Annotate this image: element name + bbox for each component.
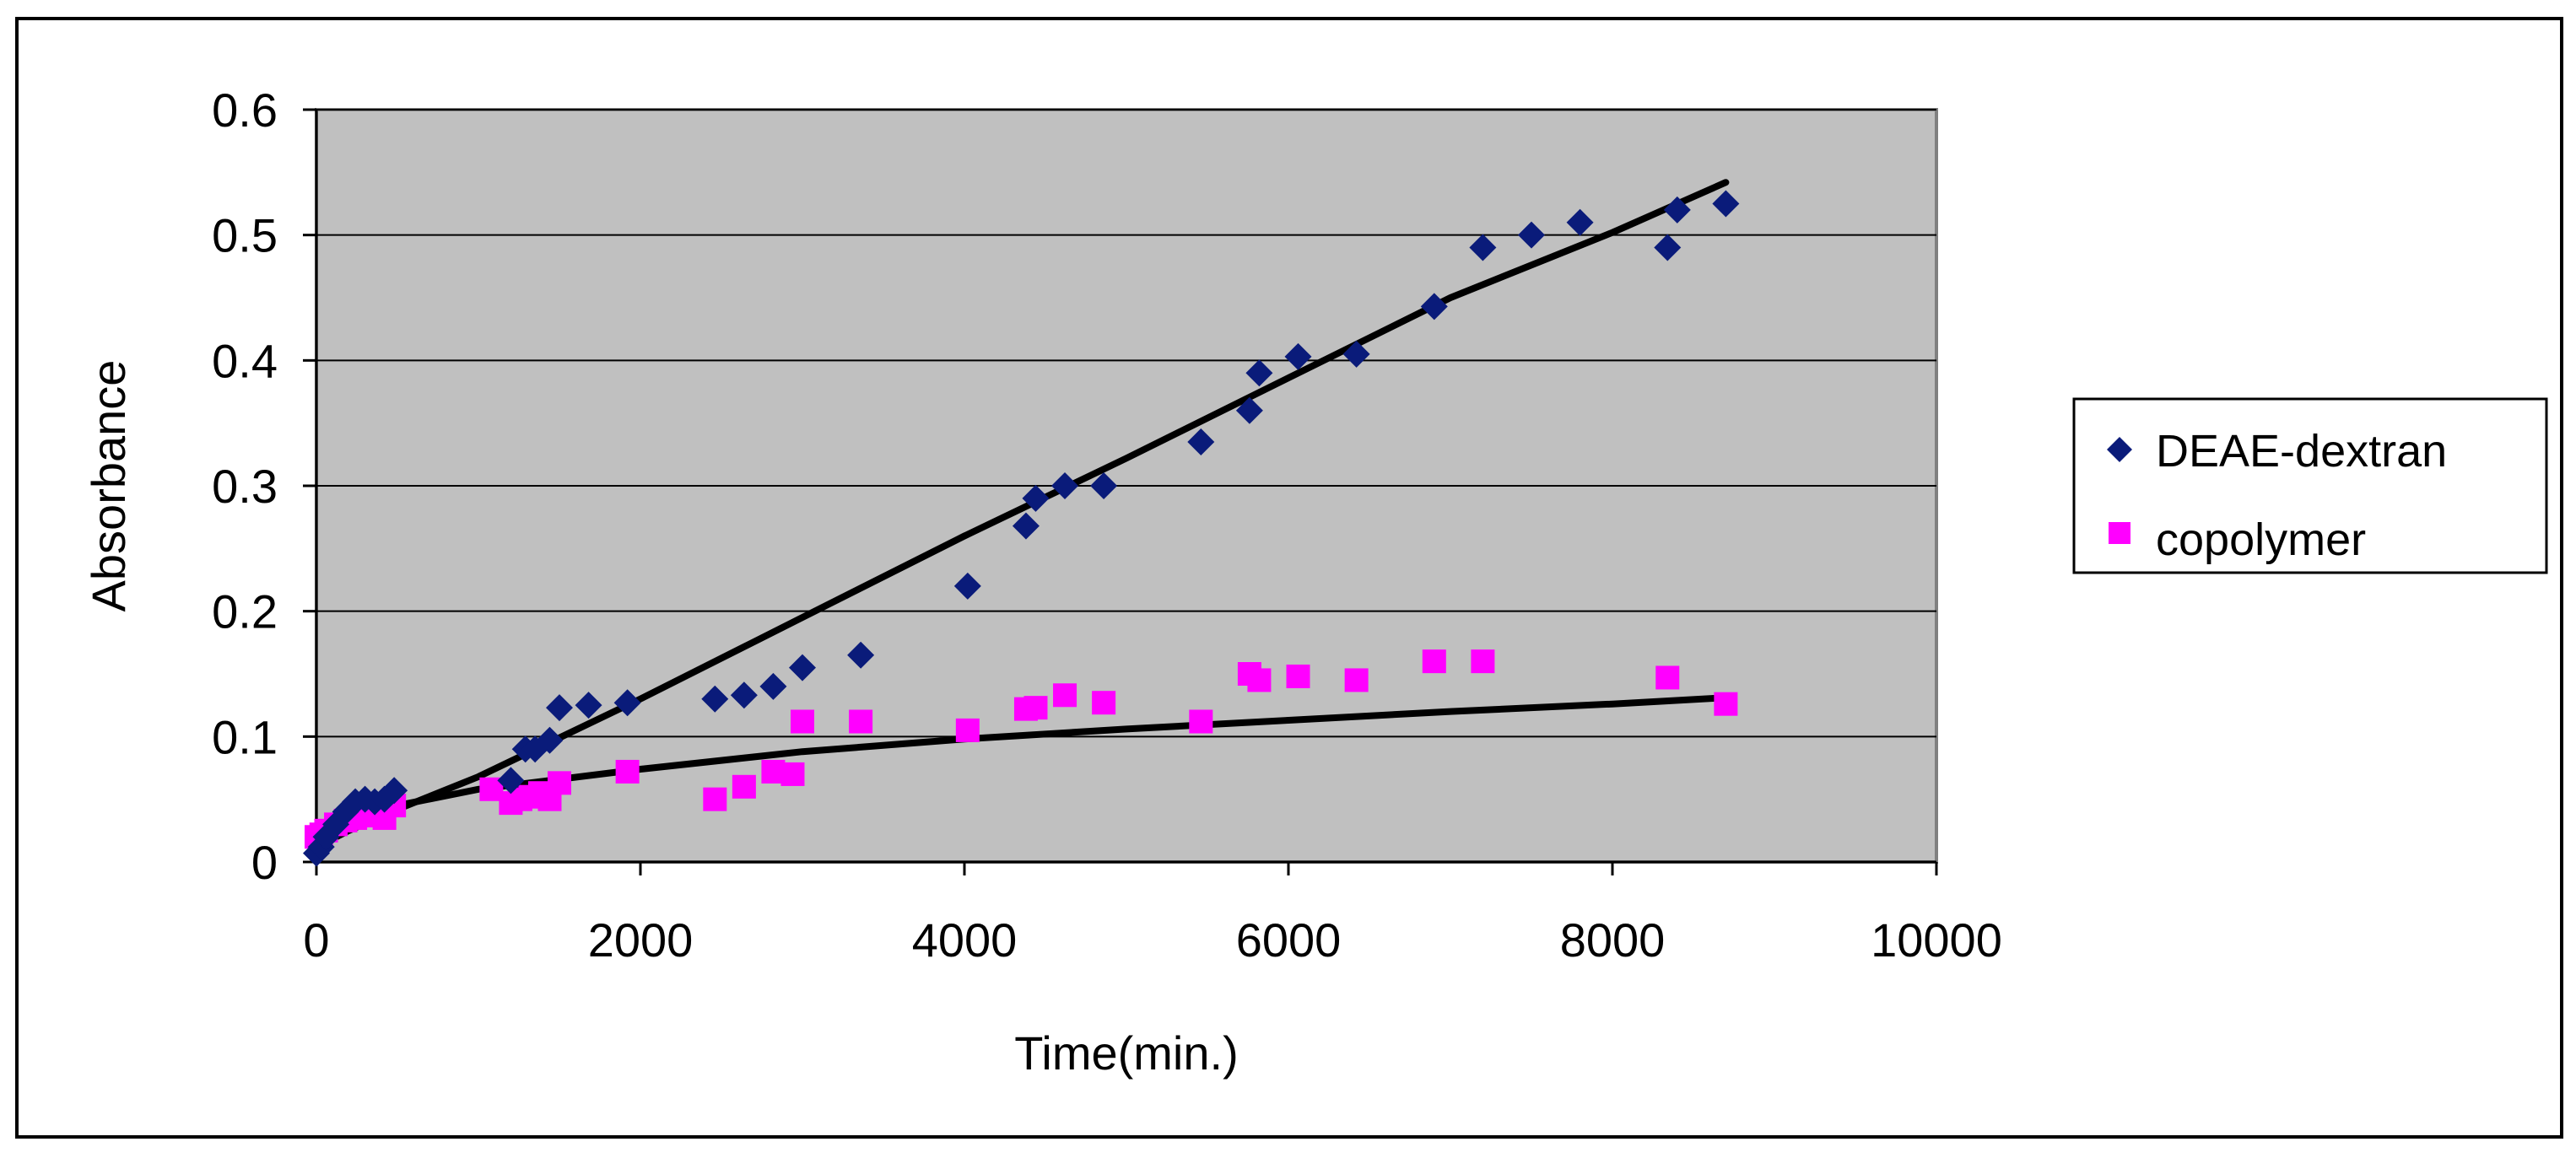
point-copolymer (780, 762, 805, 786)
point-deae-dextran (546, 694, 573, 722)
point-copolymer (1247, 668, 1272, 692)
point-deae-dextran (1051, 472, 1079, 499)
point-deae-dextran (847, 641, 875, 669)
point-copolymer (615, 759, 640, 784)
point-deae-dextran (701, 685, 729, 713)
point-deae-dextran (1187, 428, 1215, 455)
point-copolymer (548, 771, 571, 795)
y-tick-label: 0 (251, 836, 278, 889)
point-deae-dextran (953, 572, 981, 600)
x-tick-label: 2000 (588, 913, 694, 967)
point-deae-dextran (1012, 512, 1040, 540)
point-deae-dextran (1235, 396, 1263, 424)
gridlines (316, 109, 1936, 738)
point-deae-dextran (1022, 484, 1050, 512)
point-deae-dextran (789, 654, 816, 681)
point-copolymer (1422, 649, 1446, 674)
point-deae-dextran (1654, 234, 1682, 261)
legend-copolymer-marker (2109, 522, 2130, 544)
point-copolymer (1286, 664, 1310, 688)
point-deae-dextran (1663, 196, 1691, 224)
data-points (303, 190, 1740, 867)
legend-box (2072, 397, 2548, 574)
y-tick-label: 0.4 (212, 334, 278, 387)
point-copolymer (1023, 696, 1048, 720)
point-deae-dextran (1469, 234, 1497, 261)
point-copolymer (1092, 691, 1116, 715)
point-copolymer (1344, 668, 1369, 692)
legend-copolymer-label: copolymer (2156, 514, 2366, 565)
point-deae-dextran (575, 692, 602, 719)
point-copolymer (849, 709, 873, 734)
point-deae-dextran (497, 767, 525, 794)
x-tick-label: 0 (303, 913, 329, 967)
point-copolymer (1471, 649, 1495, 674)
x-axis-title: Time(min.) (1014, 1026, 1238, 1080)
point-copolymer (1189, 709, 1213, 734)
point-deae-dextran (1090, 472, 1118, 499)
point-copolymer (791, 709, 814, 734)
x-tick-label: 10000 (1871, 913, 2002, 967)
axes (303, 108, 1938, 875)
legend-deae-marker (2107, 437, 2132, 462)
y-axis-title: Absorbance (82, 360, 135, 612)
point-deae-dextran (1566, 208, 1594, 236)
point-deae-dextran (1284, 342, 1312, 370)
x-tick-label: 4000 (912, 913, 1018, 967)
point-deae-dextran (613, 689, 641, 717)
point-deae-dextran (1518, 221, 1545, 249)
y-tick-label: 0.2 (212, 585, 278, 638)
point-deae-dextran (730, 681, 758, 709)
point-copolymer (1655, 665, 1680, 690)
point-deae-dextran (1245, 359, 1273, 387)
point-deae-dextran (381, 777, 408, 805)
y-tick-label: 0.5 (212, 209, 278, 262)
point-deae-dextran (1420, 293, 1448, 320)
y-tick-label: 0.3 (212, 460, 278, 513)
y-tick-label: 0.1 (212, 710, 278, 763)
point-deae-dextran (1712, 190, 1740, 218)
point-copolymer (955, 718, 980, 742)
x-tick-label: 6000 (1236, 913, 1342, 967)
legend: DEAE-dextran copolymer (2072, 397, 2548, 574)
x-tick-label: 8000 (1560, 913, 1666, 967)
point-copolymer (703, 787, 727, 811)
point-deae-dextran (536, 726, 564, 754)
point-deae-dextran (759, 672, 787, 700)
tick-labels: 0 0.1 0.2 0.3 0.4 0.5 0.6 0 2000 4000 6000 8000 1000… (212, 83, 2002, 967)
point-copolymer (732, 774, 756, 799)
y-tick-label: 0.6 (212, 83, 278, 137)
point-deae-dextran (1342, 340, 1370, 368)
point-copolymer (1714, 692, 1738, 716)
point-copolymer (1053, 683, 1077, 708)
legend-deae-label: DEAE-dextran (2156, 426, 2447, 477)
